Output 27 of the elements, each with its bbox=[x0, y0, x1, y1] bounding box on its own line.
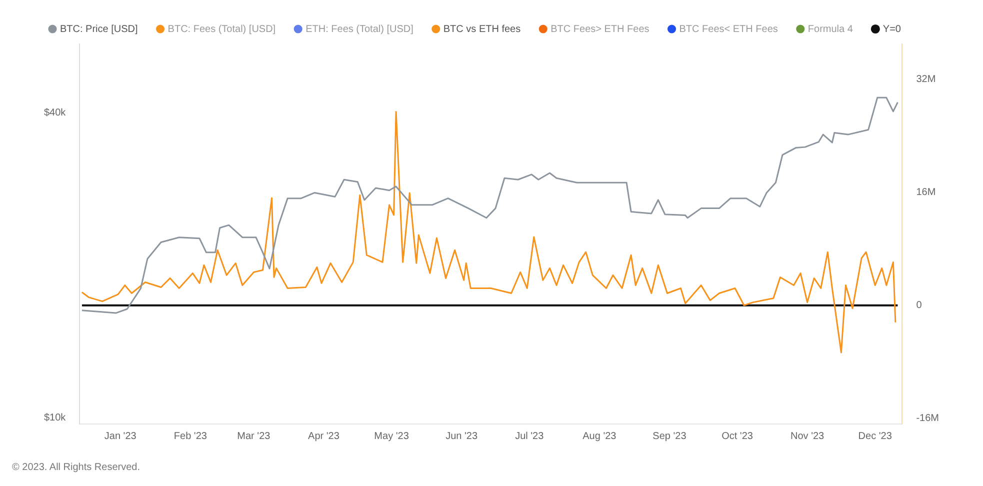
x-tick-label: Sep '23 bbox=[652, 430, 687, 442]
y2-tick-label: 16M bbox=[916, 187, 936, 198]
x-tick-label: Jul '23 bbox=[515, 430, 544, 442]
legend-label: ETH: Fees (Total) [USD] bbox=[306, 24, 414, 35]
y-tick-label: $10k bbox=[44, 412, 67, 424]
x-tick-label: Nov '23 bbox=[790, 430, 825, 442]
x-tick-label: Mar '23 bbox=[237, 430, 271, 442]
legend-label: BTC vs ETH fees bbox=[443, 24, 521, 35]
text: © 2023. All Rights Reserved. bbox=[12, 462, 140, 473]
y-tick-label: $40k bbox=[44, 107, 67, 118]
x-tick-label: Feb '23 bbox=[174, 430, 208, 442]
x-tick-label: May '23 bbox=[374, 430, 410, 442]
legend-label: BTC Fees> ETH Fees bbox=[550, 24, 650, 35]
x-tick-label: Aug '23 bbox=[582, 430, 617, 442]
x-tick-label: Apr '23 bbox=[308, 430, 340, 442]
x-tick-label: Oct '23 bbox=[722, 430, 754, 442]
legend-label: BTC: Fees (Total) [USD] bbox=[168, 24, 276, 35]
x-tick-label: Jan '23 bbox=[104, 430, 137, 442]
legend-label: Formula 4 bbox=[808, 24, 854, 35]
x-tick-label: Dec '23 bbox=[858, 430, 892, 442]
legend-label: BTC Fees< ETH Fees bbox=[679, 24, 778, 35]
y2-tick-label: 0 bbox=[916, 300, 922, 312]
x-tick-label: Jun '23 bbox=[446, 430, 478, 442]
legend-label: Y=0 bbox=[882, 24, 902, 35]
y2-tick-label: 32M bbox=[916, 74, 936, 86]
y2-tick-label: -16M bbox=[916, 413, 940, 424]
legend-label: BTC: Price [USD] bbox=[60, 24, 138, 35]
